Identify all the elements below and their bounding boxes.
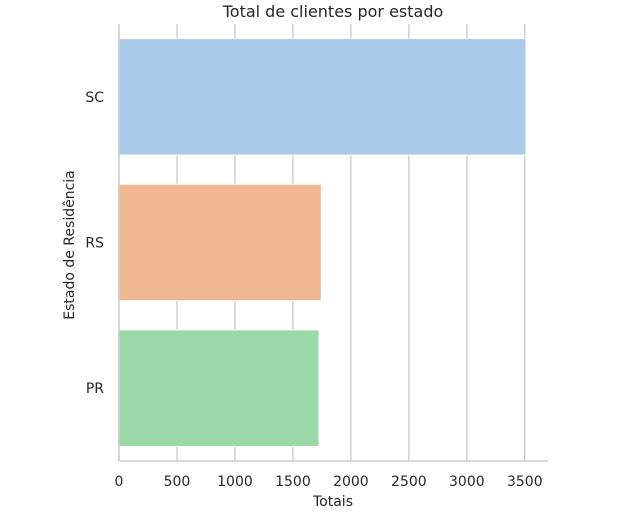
bar-sc [118,38,527,156]
x-tick-label-2500: 2500 [391,474,427,490]
x-tick-label-3000: 3000 [449,474,485,490]
y-tick-label-rs: RS [85,236,104,252]
y-tick-label-pr: PR [86,381,104,397]
chart-title: Total de clientes por estado [222,2,444,21]
x-tick-label-3500: 3500 [507,474,543,490]
x-tick-label-1500: 1500 [275,474,311,490]
x-tick-label-0: 0 [115,474,124,490]
x-tick-label-500: 500 [164,474,191,490]
bar-rs [118,183,322,302]
x-axis-label: Totais [312,494,353,510]
tick-labels: SC RS PR 0 500 1000 1500 2000 2500 3000 3500 [85,90,542,490]
bars [118,38,527,447]
y-axis-label: Estado de Residência [62,170,78,320]
bar-pr [118,329,320,447]
x-tick-label-1000: 1000 [217,474,253,490]
axes [118,24,548,462]
y-tick-label-sc: SC [85,90,104,106]
x-tick-label-2000: 2000 [333,474,369,490]
